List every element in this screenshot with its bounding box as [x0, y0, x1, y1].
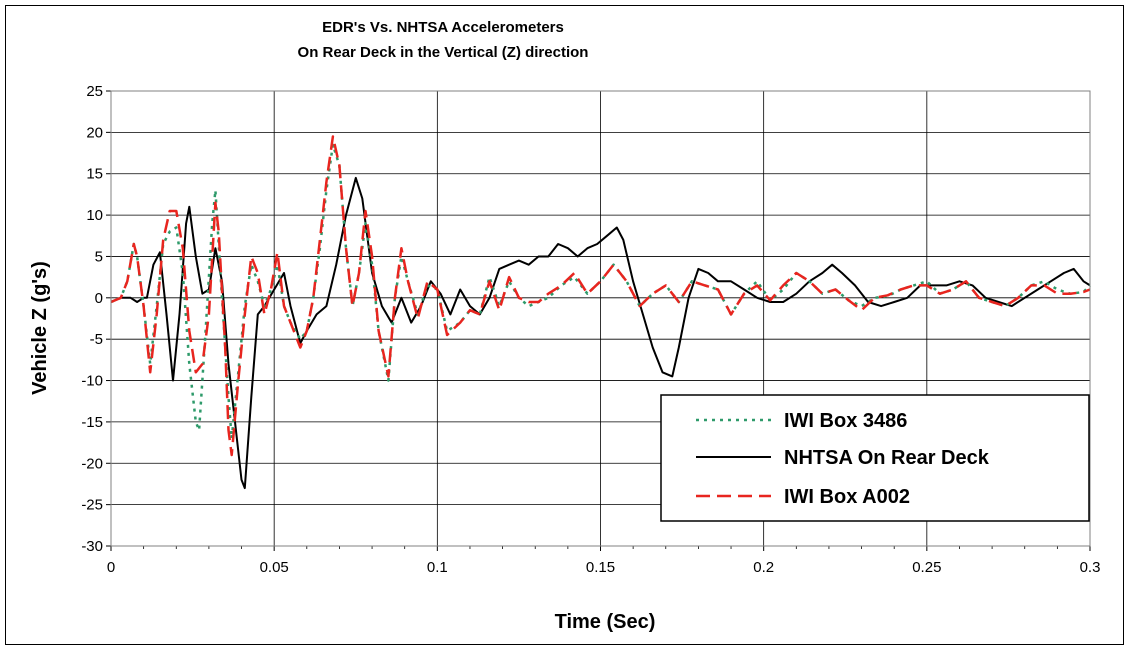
- x-tick-label: 0: [107, 559, 115, 576]
- y-tick-label: -30: [81, 538, 103, 555]
- y-tick-label: -15: [81, 414, 103, 431]
- chart-frame: 25 20 15 10 5 0 -5 -10 -15 -20 -25 -30 0 0.05 0.1 0.15 0…: [5, 5, 1124, 645]
- legend-label-nhtsa-on-rear-deck: NHTSA On Rear Deck: [784, 447, 990, 469]
- x-tick-label: 0.2: [753, 559, 774, 576]
- series-line-iwi-box-a002: [110, 135, 1091, 457]
- x-tick-label: 0.05: [260, 559, 289, 576]
- y-tick-label: -5: [90, 331, 103, 348]
- legend-label-iwi-box-a002: IWI Box A002: [784, 486, 910, 508]
- legend: IWI Box 3486 NHTSA On Rear Deck IWI Box …: [660, 394, 1090, 522]
- x-tick-label: 0.1: [427, 559, 448, 576]
- y-tick-label: 15: [86, 166, 103, 183]
- y-tick-label: -20: [81, 455, 103, 472]
- y-tick-label: 25: [86, 83, 103, 100]
- legend-label-iwi-box-3486: IWI Box 3486: [784, 410, 907, 432]
- chart-title: EDR's Vs. NHTSA Accelerometers: [322, 19, 564, 36]
- y-tick-label: 20: [86, 124, 103, 141]
- x-tick-label: 0.15: [586, 559, 615, 576]
- x-tick-label: 0.3: [1080, 559, 1101, 576]
- y-tick-label: -25: [81, 497, 103, 514]
- y-tick-label: 5: [95, 248, 103, 265]
- y-tick-label: 10: [86, 207, 103, 224]
- x-axis-label: Time (Sec): [555, 611, 656, 633]
- x-tick-label: 0.25: [912, 559, 941, 576]
- y-tick-label: -10: [81, 373, 103, 390]
- series-layer: [110, 135, 1091, 490]
- y-tick-label: 0: [95, 290, 103, 307]
- y-axis-label: Vehicle Z (g's): [29, 261, 51, 395]
- chart-subtitle: On Rear Deck in the Vertical (Z) directi…: [298, 44, 589, 61]
- plot-border: [110, 90, 1091, 547]
